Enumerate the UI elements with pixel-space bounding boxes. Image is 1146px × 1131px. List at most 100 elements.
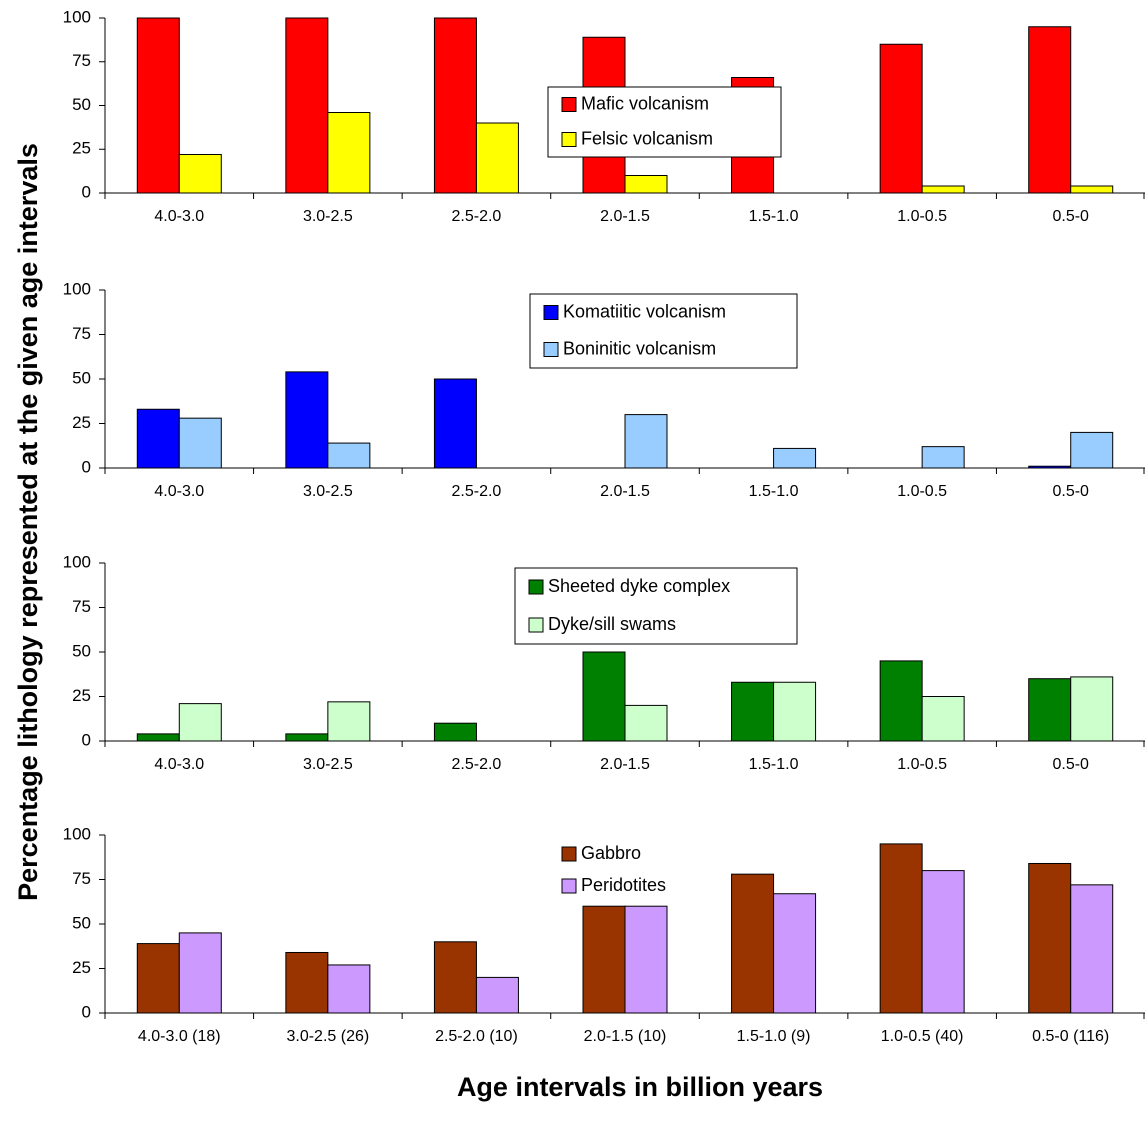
bar [879,660,923,742]
bar [433,941,477,1014]
x-tick-label: 1.5-1.0 [749,208,799,225]
bar [624,905,668,1014]
x-tick-label: 2.5-2.0 [452,208,502,225]
legend-label: Peridotites [581,875,666,895]
legend-box [514,567,798,645]
bar [1028,678,1072,742]
bar [921,185,965,194]
x-tick-label: 0.5-0 [1052,208,1089,225]
bar [136,943,180,1014]
x-tick-label: 2.5-2.0 [452,483,502,500]
x-tick-label: 0.5-0 [1052,756,1089,773]
legend-label: Sheeted dyke complex [548,576,730,596]
x-tick-label: 0.5-0 [1052,483,1089,500]
y-axis-label: Percentage lithology represented at the … [13,143,43,901]
bar [773,447,817,469]
bar [136,17,180,194]
bar [136,408,180,469]
bar [1070,676,1114,742]
bar [178,703,222,742]
legend-swatch [561,132,577,147]
legend-swatch [528,579,544,595]
y-tick-label: 50 [72,368,91,387]
bar [624,704,668,742]
bar [178,932,222,1014]
legend-label: Mafic volcanism [581,93,709,113]
bar [475,122,519,194]
bar [921,446,965,469]
x-tick-label: 1.5-1.0 (9) [737,1028,811,1045]
y-tick-label: 25 [72,139,91,158]
x-tick-label: 2.0-1.5 [600,208,650,225]
x-tick-label: 2.0-1.5 [600,756,650,773]
x-tick-label: 1.0-0.5 [897,756,947,773]
legend-label: Boninitic volcanism [563,338,716,358]
bar [773,893,817,1014]
x-tick-label: 4.0-3.0 (18) [138,1028,221,1045]
x-axis-label: Age intervals in billion years [457,1072,823,1102]
y-tick-label: 25 [72,958,91,977]
bar [731,681,775,742]
bar [731,873,775,1014]
bar [136,733,180,742]
y-tick-label: 25 [72,686,91,705]
bar [879,843,923,1014]
y-tick-label: 100 [63,7,91,26]
y-tick-label: 75 [72,869,91,888]
bar [433,378,477,469]
y-tick-label: 100 [63,552,91,571]
bar [1070,884,1114,1014]
x-tick-label: 2.5-2.0 [452,756,502,773]
x-tick-label: 3.0-2.5 [303,208,353,225]
bar [433,722,477,742]
bar [285,371,329,469]
bar [327,964,371,1014]
legend-box [547,86,782,158]
y-tick-label: 0 [82,730,91,749]
bar [285,17,329,194]
legend-label: Gabbro [581,843,641,863]
x-tick-label: 1.5-1.0 [749,483,799,500]
legend-box [529,293,798,369]
legend-swatch [561,846,577,862]
legend-label: Komatiitic volcanism [563,301,726,321]
bar [582,651,626,742]
bar [433,17,477,194]
y-tick-label: 75 [72,597,91,616]
y-tick-label: 75 [72,324,91,343]
bar [624,414,668,469]
x-tick-label: 1.0-0.5 (40) [881,1028,964,1045]
legend-swatch [561,878,577,894]
x-tick-label: 1.5-1.0 [749,756,799,773]
x-tick-label: 2.0-1.5 (10) [584,1028,667,1045]
y-tick-label: 0 [82,182,91,201]
bar [921,696,965,742]
y-tick-label: 100 [63,279,91,298]
x-tick-label: 2.0-1.5 [600,483,650,500]
bar [582,905,626,1014]
x-tick-label: 4.0-3.0 [154,208,204,225]
x-tick-label: 4.0-3.0 [154,756,204,773]
y-tick-label: 100 [63,824,91,843]
y-tick-label: 50 [72,641,91,660]
bar [475,976,519,1014]
bar [1070,431,1114,469]
x-tick-label: 3.0-2.5 (26) [286,1028,369,1045]
legend-swatch [543,305,559,320]
bar [1028,26,1072,194]
legend-swatch [543,342,559,357]
bar [327,701,371,742]
bar [1028,862,1072,1014]
bar [178,417,222,469]
bar [327,442,371,469]
legend-swatch [528,617,544,633]
x-tick-label: 1.0-0.5 [897,483,947,500]
bar [327,112,371,194]
x-tick-label: 1.0-0.5 [897,208,947,225]
bar [773,681,817,742]
legend-label: Felsic volcanism [581,128,713,148]
legend-swatch [561,97,577,112]
bar [1070,185,1114,194]
y-tick-label: 50 [72,95,91,114]
